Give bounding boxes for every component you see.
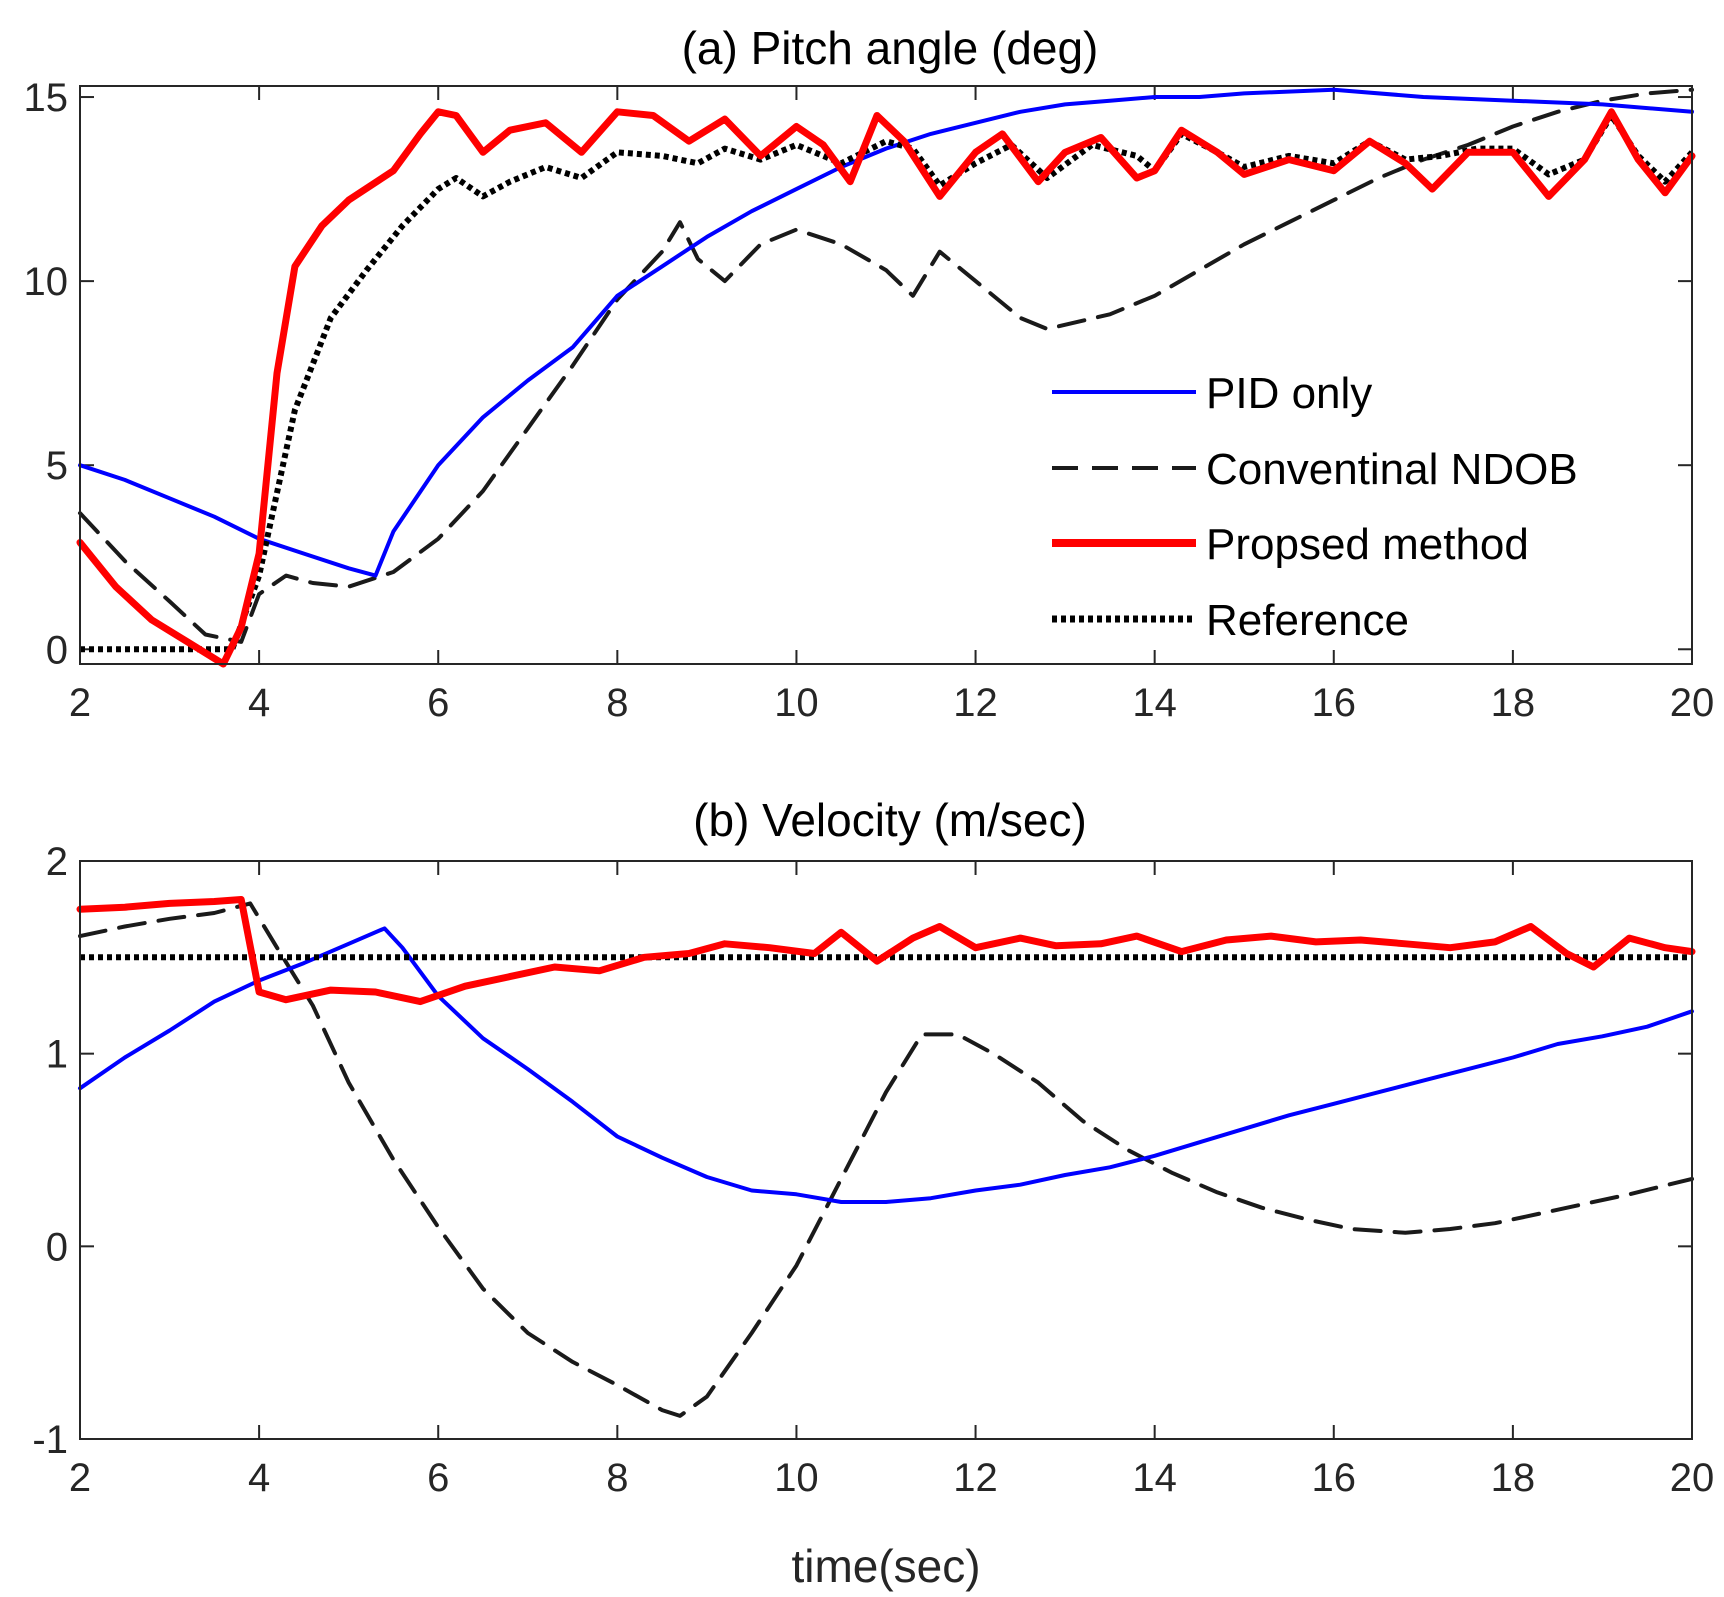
y-tick-label: 2 <box>46 840 68 884</box>
ticks-pitch: 2 4 6 8 10 12 14 16 18 20 0 5 10 15 <box>24 76 1715 725</box>
series-line-proposed-pitch <box>76 108 1696 668</box>
series-pitch <box>76 87 1696 668</box>
series-line-pid-pitch <box>78 87 1694 578</box>
series-velocity <box>76 896 1696 1418</box>
y-tick-label: 1 <box>46 1033 68 1077</box>
legend-label-reference: Reference <box>1206 596 1409 645</box>
panel-velocity: (b) Velocity (m/sec) 2 4 6 8 10 12 14 16 18 20-10… <box>32 794 1714 1592</box>
x-tick-label: 2 <box>69 681 91 725</box>
x-tick-label: 12 <box>953 1456 998 1500</box>
legend-label-pid: PID only <box>1206 369 1372 418</box>
x-tick-label: 18 <box>1491 1456 1536 1500</box>
y-tick-label: 0 <box>46 628 68 672</box>
panel-pitch-angle: (a) Pitch angle (deg) 2 4 6 8 10 12 14 16 18 20 0 5… <box>24 22 1715 725</box>
x-tick-label: 12 <box>953 681 998 725</box>
legend: PID only Conventinal NDOB Propsed method… <box>1052 369 1578 645</box>
x-tick-label: 16 <box>1312 681 1357 725</box>
x-tick-label: 16 <box>1312 1456 1357 1500</box>
series-line-pid-velocity <box>78 926 1694 1204</box>
y-tick-label: 10 <box>24 260 69 304</box>
x-axis-label: time(sec) <box>791 1540 980 1592</box>
x-tick-label: 10 <box>774 681 819 725</box>
x-tick-label: 2 <box>69 1456 91 1500</box>
plot-frame-pitch <box>79 85 1693 665</box>
series-line-ndob-velocity <box>78 901 1694 1418</box>
x-tick-label: 14 <box>1132 681 1177 725</box>
plot-frame-velocity <box>79 860 1693 1440</box>
x-tick-label: 10 <box>774 1456 819 1500</box>
y-tick-label: -1 <box>32 1418 68 1462</box>
x-tick-label: 6 <box>427 681 449 725</box>
chart-title-velocity: (b) Velocity (m/sec) <box>693 794 1087 846</box>
x-tick-label: 4 <box>248 1456 270 1500</box>
y-tick-label: 5 <box>46 444 68 488</box>
chart-title-pitch: (a) Pitch angle (deg) <box>682 22 1099 74</box>
y-tick-label: 15 <box>24 76 69 120</box>
series-line-proposed-velocity <box>76 896 1696 1006</box>
x-tick-label: 18 <box>1491 681 1536 725</box>
legend-label-proposed: Propsed method <box>1206 520 1529 569</box>
x-tick-label: 8 <box>606 1456 628 1500</box>
x-tick-label: 8 <box>606 681 628 725</box>
x-tick-label: 4 <box>248 681 270 725</box>
x-tick-label: 20 <box>1670 1456 1715 1500</box>
legend-label-ndob: Conventinal NDOB <box>1206 445 1578 494</box>
y-tick-label: 0 <box>46 1225 68 1269</box>
x-tick-label: 6 <box>427 1456 449 1500</box>
x-tick-label: 20 <box>1670 681 1715 725</box>
series-line-ndob-pitch <box>78 87 1694 644</box>
x-tick-label: 14 <box>1132 1456 1177 1500</box>
